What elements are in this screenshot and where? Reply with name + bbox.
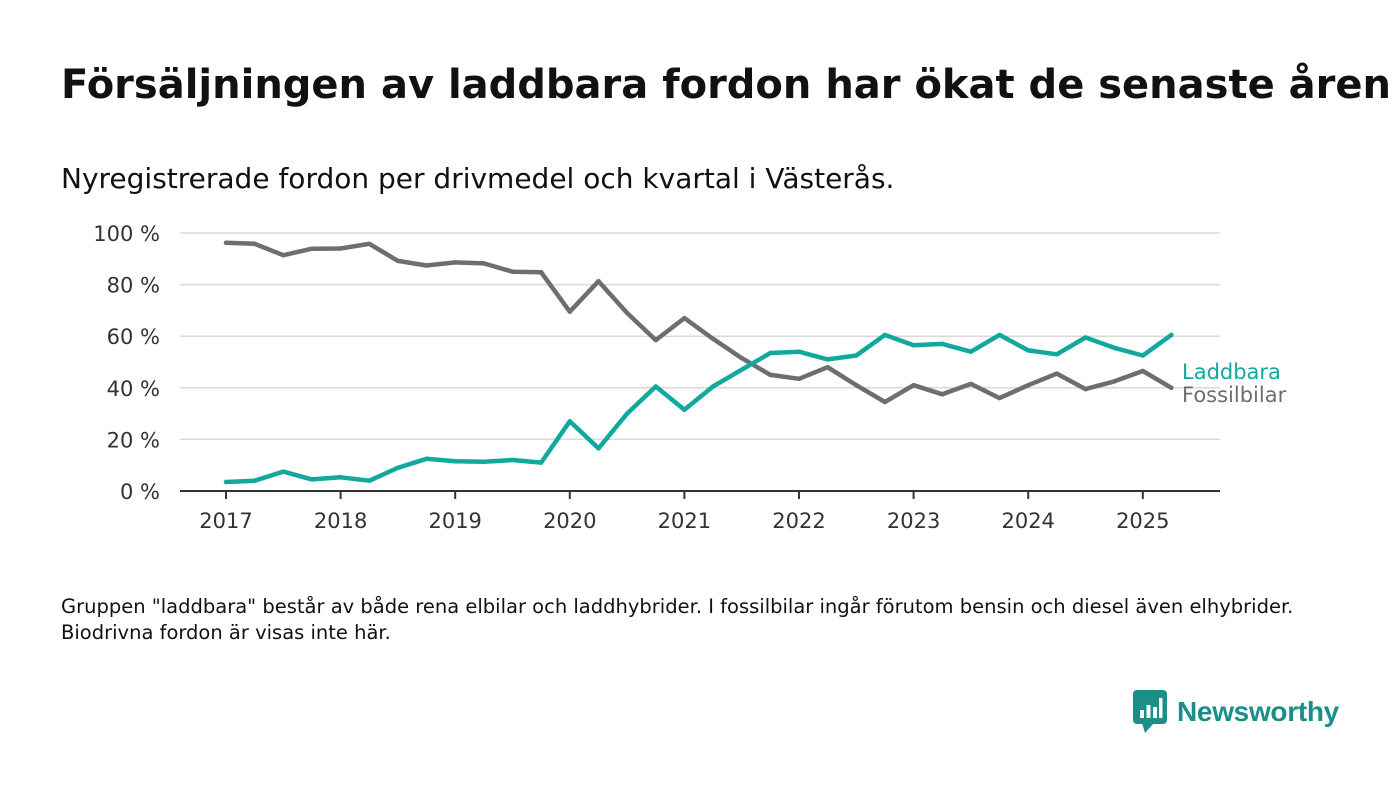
data-point-laddbara: [596, 446, 601, 451]
y-tick-label: 20 %: [107, 428, 160, 452]
y-tick-label: 40 %: [107, 377, 160, 401]
y-tick-label: 60 %: [107, 325, 160, 349]
data-point-laddbara: [1169, 332, 1174, 338]
data-point-fossilbilar: [481, 261, 486, 266]
data-point-laddbara: [682, 407, 687, 412]
x-axis-ticks: 2017 2018 2019 2020 2021 2022 2023 2024 2025: [199, 491, 1170, 533]
data-point-laddbara: [911, 343, 916, 348]
data-point-fossilbilar: [538, 270, 544, 275]
data-point-fossilbilar: [424, 263, 429, 268]
data-point-fossilbilar: [768, 372, 773, 378]
data-point-fossilbilar: [1054, 371, 1060, 376]
data-point-fossilbilar: [223, 240, 229, 245]
page-title: Försäljningen av laddbara fordon har öka…: [61, 62, 1391, 108]
data-point-fossilbilar: [624, 310, 630, 316]
chart-subtitle: Nyregistrerade fordon per drivmedel och …: [61, 162, 895, 195]
brand-logo: Newsworthy: [1133, 690, 1339, 734]
data-point-fossilbilar: [510, 269, 515, 274]
data-point-laddbara: [653, 384, 658, 389]
x-tick-label: 2018: [314, 509, 367, 533]
data-point-fossilbilar: [367, 241, 372, 246]
data-point-laddbara: [424, 456, 429, 461]
data-point-laddbara: [510, 457, 515, 463]
data-point-fossilbilar: [252, 241, 257, 246]
brand-name: Newsworthy: [1177, 696, 1339, 727]
data-point-laddbara: [481, 459, 486, 464]
data-point-laddbara: [997, 332, 1002, 338]
footnote: Gruppen "laddbara" består av både rena e…: [61, 595, 1294, 644]
series-line-laddbara: [223, 332, 1174, 485]
data-point-fossilbilar: [825, 365, 830, 370]
series-label-laddbara: Laddbara: [1182, 360, 1281, 384]
data-point-fossilbilar: [1026, 383, 1031, 388]
data-point-laddbara: [710, 384, 716, 389]
data-point-laddbara: [968, 349, 974, 354]
y-tick-label: 100 %: [93, 222, 160, 246]
data-point-fossilbilar: [653, 337, 658, 343]
data-point-laddbara: [538, 460, 544, 465]
data-point-laddbara: [338, 475, 343, 480]
data-point-laddbara: [1140, 353, 1146, 358]
y-axis-ticks: 0 % 20 % 40 % 60 % 80 % 100 %: [93, 222, 160, 504]
y-tick-label: 80 %: [107, 274, 160, 298]
data-point-laddbara: [281, 469, 286, 474]
data-point-laddbara: [1054, 352, 1060, 357]
data-point-laddbara: [223, 479, 229, 485]
data-point-laddbara: [854, 353, 859, 358]
y-tick-label: 0 %: [120, 480, 160, 504]
data-point-fossilbilar: [567, 309, 572, 314]
data-point-laddbara: [882, 332, 888, 338]
data-point-laddbara: [453, 459, 458, 464]
data-point-laddbara: [309, 477, 315, 482]
series-lines: [223, 240, 1174, 485]
data-point-laddbara: [1083, 335, 1088, 340]
x-tick-label: 2019: [428, 509, 481, 533]
x-tick-label: 2024: [1001, 509, 1054, 533]
gridlines: [180, 232, 1220, 441]
x-tick-label: 2025: [1116, 509, 1169, 533]
series-line-fossilbilar: [223, 240, 1174, 405]
x-tick-label: 2021: [658, 509, 711, 533]
data-point-fossilbilar: [739, 355, 744, 361]
data-point-laddbara: [1026, 348, 1031, 353]
data-point-fossilbilar: [596, 279, 601, 284]
data-point-laddbara: [395, 465, 401, 470]
data-point-fossilbilar: [710, 336, 716, 341]
data-point-fossilbilar: [682, 315, 687, 321]
data-point-fossilbilar: [1112, 379, 1117, 384]
data-point-fossilbilar: [395, 258, 401, 264]
data-point-laddbara: [768, 350, 773, 356]
data-point-fossilbilar: [911, 383, 916, 388]
data-point-laddbara: [367, 478, 372, 483]
bar-chart-speech-bubble-icon: [1133, 690, 1167, 733]
data-point-fossilbilar: [854, 383, 859, 388]
data-point-fossilbilar: [882, 399, 888, 405]
data-point-laddbara: [252, 478, 257, 483]
data-point-laddbara: [1112, 345, 1117, 350]
data-point-laddbara: [567, 419, 572, 424]
data-point-laddbara: [624, 411, 630, 416]
data-point-laddbara: [940, 341, 945, 347]
data-point-laddbara: [825, 357, 830, 362]
x-tick-label: 2017: [199, 509, 252, 533]
series-label-fossilbilar: Fossilbilar: [1182, 383, 1287, 407]
data-point-fossilbilar: [1083, 386, 1088, 392]
data-point-fossilbilar: [940, 392, 945, 397]
data-point-laddbara: [796, 349, 802, 354]
x-tick-label: 2020: [543, 509, 596, 533]
data-point-fossilbilar: [281, 253, 286, 258]
data-point-fossilbilar: [796, 376, 802, 381]
data-point-laddbara: [739, 367, 744, 372]
data-point-fossilbilar: [968, 381, 974, 387]
data-point-fossilbilar: [338, 246, 343, 251]
data-point-fossilbilar: [309, 246, 315, 251]
x-tick-label: 2022: [772, 509, 825, 533]
x-tick-label: 2023: [887, 509, 940, 533]
data-point-fossilbilar: [1169, 385, 1174, 390]
data-point-fossilbilar: [1140, 368, 1146, 374]
data-point-fossilbilar: [453, 260, 458, 265]
data-point-fossilbilar: [997, 395, 1002, 401]
